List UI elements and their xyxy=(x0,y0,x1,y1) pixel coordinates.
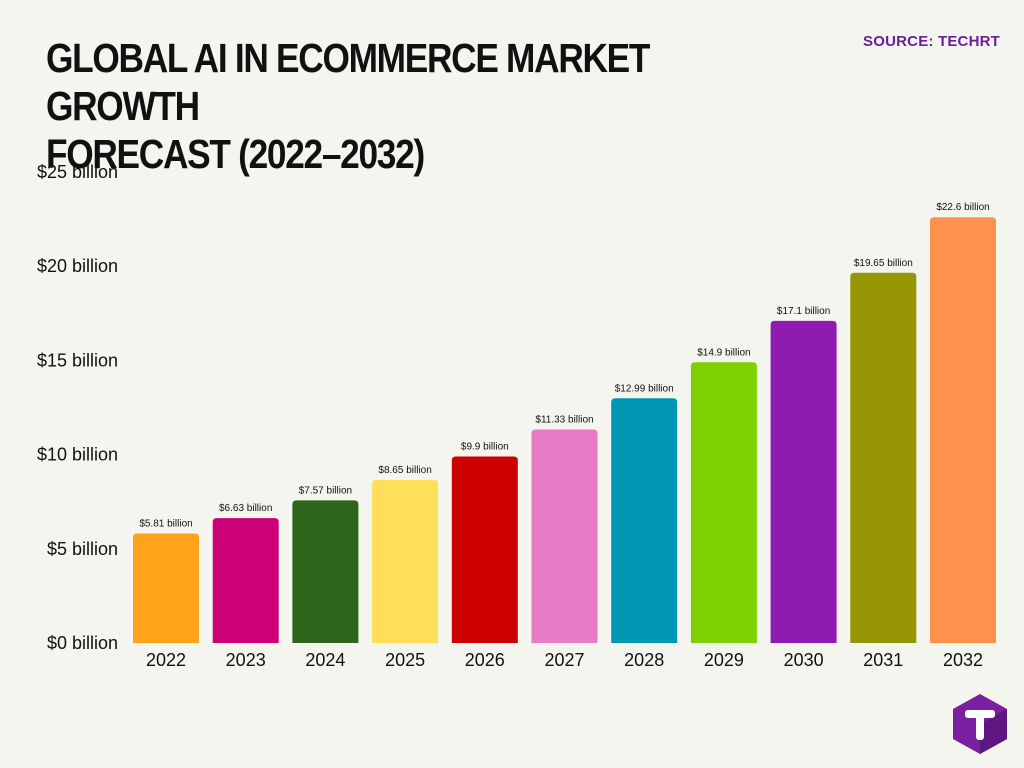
bar-2031 xyxy=(850,272,917,643)
x-tick-label: 2028 xyxy=(624,650,664,670)
x-tick-label: 2029 xyxy=(704,650,744,670)
bar-2026 xyxy=(451,456,518,643)
y-tick-label: $10 billion xyxy=(37,445,118,465)
x-tick-label: 2032 xyxy=(943,650,983,670)
data-label-2022: $5.81 billion xyxy=(139,519,192,530)
x-tick-label: 2023 xyxy=(226,650,266,670)
bar-2032 xyxy=(930,217,996,643)
t-hexagon-logo-icon xyxy=(953,694,1007,754)
logo-hexagon-shade xyxy=(980,709,1007,754)
data-label-2025: $8.65 billion xyxy=(378,465,431,476)
bar-2028 xyxy=(611,398,678,643)
data-label-2023: $6.63 billion xyxy=(219,503,272,514)
data-label-2032: $22.6 billion xyxy=(936,202,989,213)
x-tick-label: 2030 xyxy=(784,650,824,670)
data-label-2024: $7.57 billion xyxy=(299,485,352,496)
bar-2023 xyxy=(212,518,279,643)
y-tick-label: $15 billion xyxy=(37,350,118,370)
bar-2030 xyxy=(770,320,837,643)
bar-2025 xyxy=(372,480,439,643)
bar-2022 xyxy=(133,533,199,643)
data-label-2029: $14.9 billion xyxy=(697,347,750,358)
bar-2024 xyxy=(292,500,359,643)
x-tick-label: 2027 xyxy=(544,650,584,670)
bar-2027 xyxy=(531,429,598,643)
y-tick-label: $5 billion xyxy=(47,539,118,559)
x-tick-label: 2026 xyxy=(465,650,505,670)
y-tick-label: $20 billion xyxy=(37,256,118,276)
data-label-2031: $19.65 billion xyxy=(854,258,913,269)
x-tick-label: 2031 xyxy=(863,650,903,670)
data-label-2027: $11.33 billion xyxy=(535,415,593,426)
data-label-2028: $12.99 billion xyxy=(615,383,674,394)
logo-t-stem xyxy=(976,714,984,740)
x-tick-label: 2024 xyxy=(305,650,345,670)
page-title: GLOBAL AI IN ECOMMERCE MARKET GROWTH FOR… xyxy=(46,34,700,178)
x-tick-label: 2022 xyxy=(146,650,186,670)
bar-2029 xyxy=(690,362,757,643)
title-line-1: GLOBAL AI IN ECOMMERCE MARKET GROWTH xyxy=(46,35,650,129)
y-tick-label: $0 billion xyxy=(47,633,118,653)
title-line-2: FORECAST (2022–2032) xyxy=(46,131,425,177)
data-label-2030: $17.1 billion xyxy=(777,306,830,317)
source-label: SOURCE: TECHRT xyxy=(863,33,1000,50)
y-tick-label: $25 billion xyxy=(37,162,118,182)
data-label-2026: $9.9 billion xyxy=(461,441,509,452)
x-tick-label: 2025 xyxy=(385,650,425,670)
